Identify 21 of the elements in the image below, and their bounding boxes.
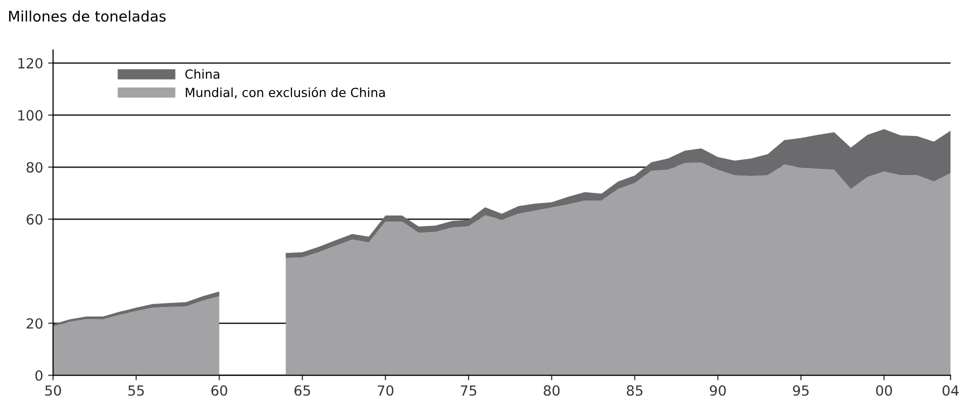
x-tick-label: 95: [792, 385, 809, 396]
y-tick-label: 20: [26, 318, 42, 329]
x-tick-label: 50: [45, 385, 61, 396]
x-tick-label: 85: [626, 385, 642, 396]
x-tick-label: 90: [710, 385, 726, 396]
x-tick-label: 80: [544, 385, 560, 396]
legend-label: Mundial, con exclusión de China: [186, 86, 385, 98]
x-tick-label: 04: [942, 385, 959, 396]
legend-label: China: [185, 69, 220, 79]
y-tick-label: 0: [35, 370, 42, 381]
y-axis-title: Millones de toneladas: [9, 10, 166, 22]
y-tick-label: 120: [18, 58, 42, 69]
y-tick-label: 100: [18, 110, 42, 121]
y-tick-label: 60: [26, 214, 42, 225]
x-tick-label: 70: [378, 385, 394, 396]
x-tick-label: 60: [211, 385, 228, 396]
x-tick-label: 55: [128, 385, 144, 396]
x-tick-label: 75: [460, 385, 476, 396]
x-tick-label: 65: [294, 385, 310, 396]
x-tick-label: 00: [876, 385, 892, 396]
y-tick-label: 80: [26, 162, 42, 173]
